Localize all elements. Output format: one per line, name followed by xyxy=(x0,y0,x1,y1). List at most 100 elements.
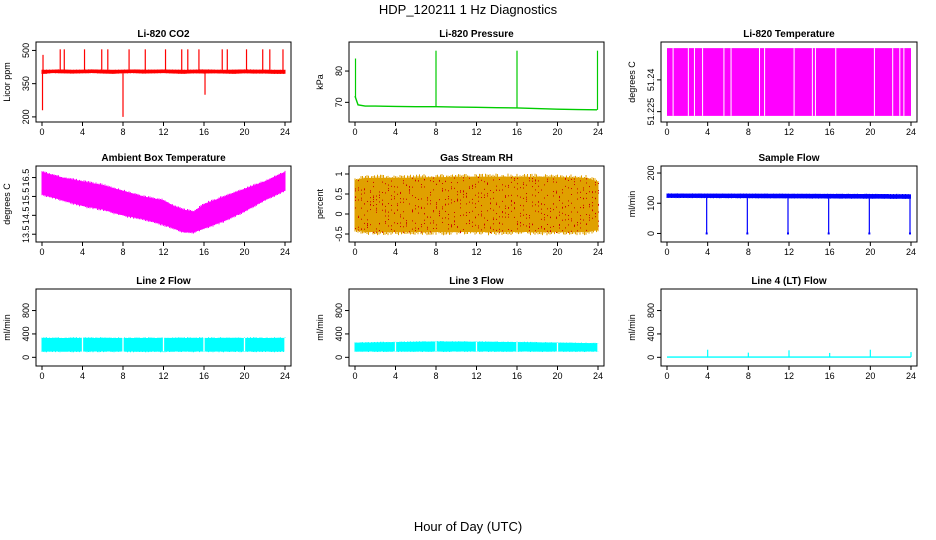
series-speckle xyxy=(475,206,476,208)
series-speckle xyxy=(547,178,548,180)
series-speckle xyxy=(532,178,533,180)
y-axis-label: ml/min xyxy=(627,314,637,341)
series-speckle xyxy=(484,224,485,226)
series-speckle xyxy=(508,213,509,215)
y-tick-label: 15.5 xyxy=(21,188,31,206)
x-tick-label: 12 xyxy=(158,371,168,381)
series-speckle xyxy=(481,215,482,217)
series-speckle xyxy=(586,197,587,199)
series-speckle xyxy=(577,198,578,200)
series-speckle xyxy=(457,182,458,184)
series-speckle xyxy=(577,192,578,194)
series-speckle xyxy=(508,229,509,231)
series-speckle xyxy=(592,205,593,207)
panel-title: Line 3 Flow xyxy=(449,276,504,287)
series-speckle xyxy=(541,189,542,191)
series-speckle xyxy=(598,190,599,192)
x-tick-label: 24 xyxy=(906,247,916,257)
series-speckle xyxy=(403,182,404,184)
series-speckle xyxy=(559,214,560,216)
series-speckle xyxy=(448,213,449,215)
x-tick-label: 4 xyxy=(80,371,85,381)
x-tick-label: 4 xyxy=(705,127,710,137)
series-speckle xyxy=(439,180,440,182)
panel-title: Sample Flow xyxy=(758,153,819,164)
series-speckle xyxy=(370,191,371,193)
series-speckle xyxy=(439,215,440,217)
y-tick-label: 800 xyxy=(334,303,344,318)
series-speckle xyxy=(526,193,527,195)
series-speckle xyxy=(358,216,359,218)
x-tick-label: 20 xyxy=(239,371,249,381)
series-speckle xyxy=(469,220,470,222)
series-speckle xyxy=(457,226,458,228)
series-speckle xyxy=(427,216,428,218)
panel-title: Ambient Box Temperature xyxy=(101,153,226,164)
series-speckle xyxy=(475,186,476,188)
series-speckle xyxy=(586,224,587,226)
series-speckle xyxy=(490,226,491,228)
series-speckle xyxy=(559,195,560,197)
x-tick-label: 24 xyxy=(593,127,603,137)
series-speckle xyxy=(595,198,596,200)
panel-6: Sample Flow ml/min 0 4 8 12 16 20 24 0 100 200 xyxy=(627,153,918,257)
series-speckle xyxy=(388,211,389,213)
series-speckle xyxy=(538,201,539,203)
x-tick-label: 0 xyxy=(664,247,669,257)
panel-title: Line 4 (LT) Flow xyxy=(751,276,827,287)
series-speckle xyxy=(403,211,404,213)
x-tick-label: 12 xyxy=(784,371,794,381)
series-speckle xyxy=(397,186,398,188)
series-speckle xyxy=(427,226,428,228)
series-speckle xyxy=(490,198,491,200)
series-speckle xyxy=(445,217,446,219)
x-tick-label: 0 xyxy=(664,127,669,137)
series-speckle xyxy=(487,219,488,221)
series-speckle xyxy=(550,217,551,219)
series-speckle xyxy=(367,219,368,221)
panel-title: Li-820 CO2 xyxy=(137,29,190,40)
y-tick-label: 350 xyxy=(21,76,31,91)
x-tick-label: 20 xyxy=(552,247,562,257)
series-speckle xyxy=(598,220,599,222)
series-speckle xyxy=(367,224,368,226)
x-tick-label: 8 xyxy=(433,247,438,257)
series-speckle xyxy=(538,201,539,203)
x-tick-label: 20 xyxy=(552,371,562,381)
x-tick-label: 16 xyxy=(199,371,209,381)
series-speckle xyxy=(412,228,413,230)
x-tick-label: 8 xyxy=(746,127,751,137)
series-speckle xyxy=(571,211,572,213)
series-speckle xyxy=(460,191,461,193)
series-speckle xyxy=(427,203,428,205)
series-speckle xyxy=(373,198,374,200)
y-axis-label: ml/min xyxy=(627,191,637,218)
series-speckle xyxy=(418,206,419,208)
series-speckle xyxy=(508,184,509,186)
series-speckle xyxy=(373,196,374,198)
series-speckle xyxy=(415,205,416,207)
series-speckle xyxy=(529,230,530,232)
series-speckle xyxy=(403,217,404,219)
series-speckle xyxy=(412,195,413,197)
series-speckle xyxy=(562,189,563,191)
series-speckle xyxy=(358,180,359,182)
series-speckle xyxy=(502,216,503,218)
series-speckle xyxy=(523,187,524,189)
series-speckle xyxy=(400,222,401,224)
y-tick-label: 800 xyxy=(21,303,31,318)
series-speckle xyxy=(436,207,437,209)
series-speckle xyxy=(568,205,569,207)
series-speckle xyxy=(580,180,581,182)
series-speckle xyxy=(565,227,566,229)
series-speckle xyxy=(586,182,587,184)
series-speckle xyxy=(460,207,461,209)
series-speckle xyxy=(442,190,443,192)
series-speckle xyxy=(544,219,545,221)
series-speckle xyxy=(382,209,383,211)
y-axis-label: Licor ppm xyxy=(2,62,12,102)
series-speckle xyxy=(391,225,392,227)
series-speckle xyxy=(499,216,500,218)
series-speckle xyxy=(430,194,431,196)
series-speckle xyxy=(466,212,467,214)
